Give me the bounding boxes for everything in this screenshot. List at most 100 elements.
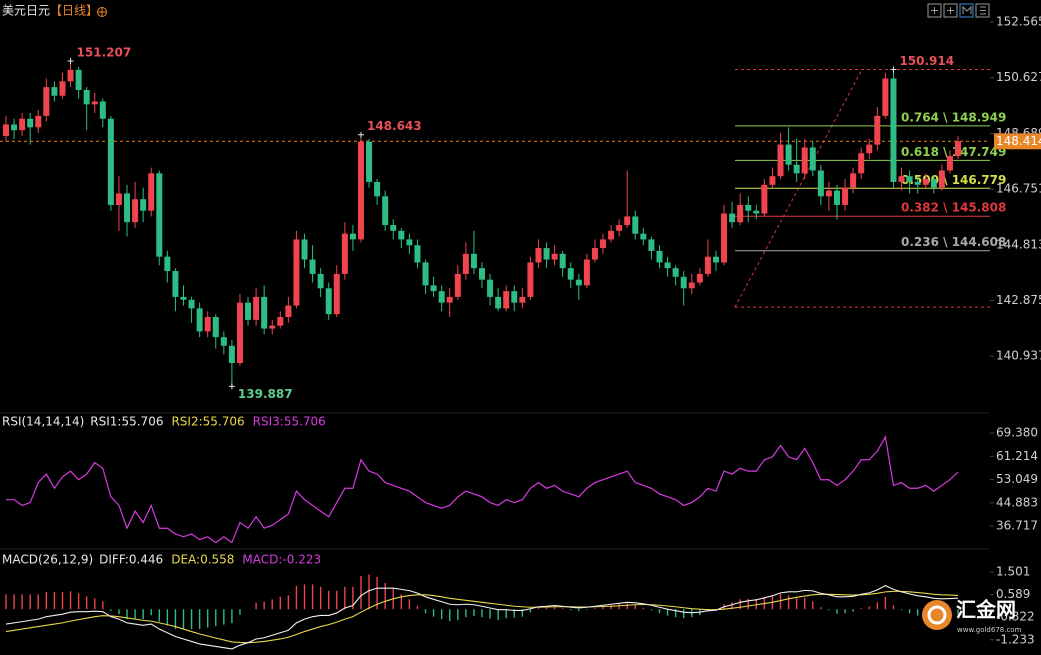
legend-entry: DEA:0.558 [171, 553, 234, 567]
fib-level-label: 0.236 \ 144.608 [901, 235, 1006, 249]
candle-body [462, 253, 469, 274]
candle-body [551, 253, 558, 260]
tool-button[interactable] [943, 3, 958, 18]
legend-entry: MACD:-0.223 [242, 553, 321, 567]
candle-body [785, 144, 792, 165]
candle-body [317, 273, 324, 289]
candle-body [253, 296, 260, 320]
candle-body [712, 256, 719, 263]
candle-body [842, 187, 849, 205]
candle-body [914, 181, 921, 185]
candle-body [745, 204, 752, 211]
candle-body [608, 230, 615, 240]
candle-body [3, 124, 9, 136]
settings-icon[interactable] [97, 7, 107, 17]
candle-body [721, 213, 728, 263]
candle-body [454, 273, 461, 297]
legend-entry: RSI1:55.706 [90, 415, 163, 429]
candle-body [43, 87, 50, 116]
candle-body [422, 262, 429, 286]
candle-body [479, 268, 485, 280]
logo [922, 600, 952, 630]
tool-button[interactable] [975, 3, 990, 18]
legend-entry: RSI2:55.706 [171, 415, 244, 429]
logo [927, 605, 947, 625]
dea-line [5, 590, 959, 644]
candle-body [737, 204, 744, 223]
y-tick-label: 69.380 [996, 425, 1038, 439]
candle-body [236, 302, 243, 364]
y-tick-label: 36.717 [996, 519, 1038, 533]
tool-button[interactable] [927, 3, 942, 18]
watermark-name: 汇金网 [956, 598, 1016, 622]
candle-body [503, 291, 510, 309]
candle-body [99, 101, 106, 119]
candle-body [382, 196, 389, 226]
candle-body [140, 199, 147, 211]
high-label: 150.914 [899, 54, 954, 68]
y-tick-label: 44.883 [996, 495, 1038, 509]
fib-level-label: 0.382 \ 145.808 [901, 201, 1006, 215]
candle-body [833, 190, 840, 205]
y-tick-label: 53.049 [996, 472, 1038, 486]
plot-area: 152.565150.627148.689146.751144.813142.8… [0, 15, 1041, 650]
candle-body [858, 153, 865, 174]
tool-button[interactable] [959, 3, 974, 18]
high-label: 148.643 [367, 119, 422, 133]
candle-body [204, 317, 211, 332]
y-tick-label: -1.233 [996, 632, 1035, 646]
chart-title: 美元日元 [2, 4, 50, 18]
candle-body [430, 285, 437, 292]
y-tick-label: 0.589 [996, 587, 1030, 601]
candle-body [672, 268, 679, 277]
y-tick-label: -0.322 [996, 610, 1035, 624]
candle-body [398, 230, 405, 240]
y-tick-label: 140.937 [996, 349, 1041, 363]
candle-body [696, 273, 703, 283]
candle-body [898, 176, 905, 182]
y-tick-label: 150.627 [996, 70, 1041, 84]
candle-body [753, 210, 760, 214]
candle-body [228, 345, 235, 364]
candle-body [769, 176, 776, 185]
candle-body [309, 259, 316, 274]
high-label: 151.207 [77, 46, 132, 60]
candle-body [27, 118, 34, 128]
candle-body [616, 225, 623, 231]
watermark-url: www.gold678.com [957, 626, 1022, 634]
candle-body [285, 305, 292, 318]
candle-body [156, 173, 163, 257]
legend-entry: DIFF:0.446 [99, 553, 163, 567]
candle-body [212, 317, 219, 338]
candle-body [325, 288, 332, 315]
candle-body [882, 78, 889, 116]
candle-body [664, 262, 671, 269]
candle-body [51, 87, 58, 96]
candle-body [648, 239, 655, 251]
last-price-box [994, 133, 1041, 150]
candle-body [188, 299, 195, 309]
candle-body [955, 141, 961, 157]
watermark: 汇金网 www.gold678.com [922, 598, 1022, 634]
candle-body [575, 279, 582, 286]
candle-body [600, 239, 607, 249]
y-tick-label: 152.565 [996, 15, 1041, 29]
candle-body [809, 147, 816, 171]
y-tick-label: 146.751 [996, 182, 1041, 196]
candle-body [640, 233, 647, 240]
candle-body [446, 296, 453, 303]
candle-body [591, 248, 598, 260]
y-tick-label: 142.875 [996, 293, 1041, 307]
candle-body [946, 156, 953, 171]
candle-body [357, 141, 364, 240]
candle-body [245, 302, 252, 320]
candle-body [583, 259, 590, 286]
candle-body [890, 78, 897, 182]
candle-body [729, 213, 736, 223]
y-tick-label: 144.813 [996, 237, 1041, 251]
fib-level-label: 0.618 \ 147.749 [901, 145, 1006, 159]
candle-body [374, 181, 381, 197]
candle-body [115, 193, 122, 205]
